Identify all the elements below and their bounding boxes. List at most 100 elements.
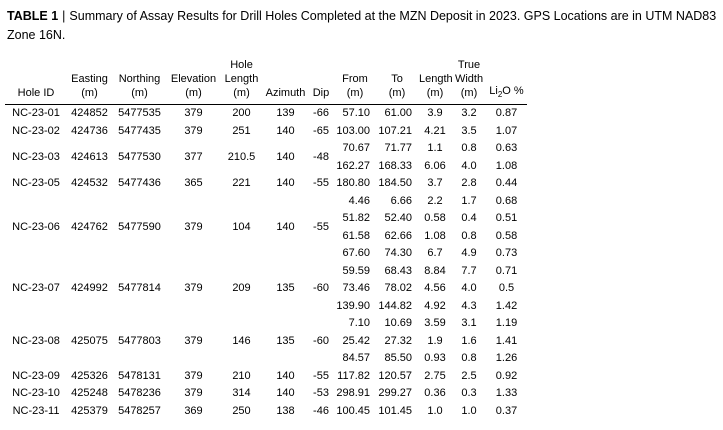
elevation-cell: 379 bbox=[184, 282, 203, 295]
northing-cell: 5478131 bbox=[118, 369, 161, 382]
li2o-cell: 1.41 bbox=[495, 334, 518, 347]
hole-length-cell: 104 bbox=[232, 221, 251, 234]
to-cell: 71.77 bbox=[384, 142, 412, 155]
elevation-cell: 365 bbox=[184, 177, 203, 190]
hole-id-cell: NC-23-08 bbox=[12, 334, 60, 347]
table-body: NC-23-01 424852 5477535 379 200 139 -66 57.10 61… bbox=[5, 105, 527, 421]
column-header-northing: Northing (m) bbox=[112, 57, 167, 106]
easting-cell: 425379 bbox=[71, 404, 108, 417]
li2o-cell: 1.08 bbox=[495, 159, 518, 172]
to-cell: 27.32 bbox=[384, 334, 412, 347]
column-header-li2o: Li2O % bbox=[486, 57, 527, 106]
table-row: NC-23-08 425075 5477803 379 146 135 -60 7.10 10.… bbox=[5, 315, 527, 347]
hole-length-cell: 210 bbox=[232, 369, 251, 382]
true-width-cell: 3.1 bbox=[461, 317, 477, 330]
true-width-cell: 2.8 bbox=[461, 177, 477, 190]
subscript-2: 2 bbox=[497, 90, 503, 99]
from-cell: 84.57 bbox=[342, 352, 370, 365]
to-cell: 168.33 bbox=[378, 159, 412, 172]
easting-cell: 425075 bbox=[71, 334, 108, 347]
li2o-cell: 0.37 bbox=[495, 404, 518, 417]
li2o-cell: 1.33 bbox=[495, 387, 518, 400]
length-cell: 1.9 bbox=[427, 334, 443, 347]
from-cell: 73.46 bbox=[342, 282, 370, 295]
length-cell: 4.56 bbox=[424, 282, 446, 295]
hole-length-cell: 146 bbox=[232, 334, 251, 347]
elevation-cell: 379 bbox=[184, 124, 203, 137]
to-cell: 6.66 bbox=[390, 194, 412, 207]
column-header-easting: Easting (m) bbox=[67, 57, 112, 106]
northing-cell: 5477535 bbox=[118, 107, 161, 120]
li2o-cell: 1.42 bbox=[495, 299, 518, 312]
true-width-cell: 4.0 bbox=[461, 282, 477, 295]
northing-cell: 5477814 bbox=[118, 282, 161, 295]
length-cell: 1.08 bbox=[424, 229, 446, 242]
to-cell: 62.66 bbox=[384, 229, 412, 242]
hole-length-cell: 251 bbox=[232, 124, 251, 137]
column-header-true-width: True Width (m) bbox=[452, 57, 486, 106]
hole-length-cell: 221 bbox=[232, 177, 251, 190]
hole-id-cell: NC-23-01 bbox=[12, 107, 60, 120]
true-width-cell: 4.9 bbox=[461, 247, 477, 260]
table-row: NC-23-06 424762 5477590 379 104 140 -55 4.46 6.6… bbox=[5, 193, 527, 233]
azimuth-cell: 135 bbox=[276, 282, 295, 295]
northing-cell: 5478257 bbox=[118, 404, 161, 417]
table-row: 162.27 168.33 6.06 4.0 1.08 bbox=[5, 158, 527, 176]
northing-cell: 5478236 bbox=[118, 387, 161, 400]
length-cell: 6.7 bbox=[427, 247, 443, 260]
elevation-cell: 379 bbox=[184, 369, 203, 382]
dip-cell: -55 bbox=[313, 221, 329, 234]
to-cell: 78.02 bbox=[384, 282, 412, 295]
li2o-cell: 1.19 bbox=[495, 317, 518, 330]
table-row: 73.46 78.02 4.56 4.0 0.5 bbox=[5, 280, 527, 298]
easting-cell: 425248 bbox=[71, 387, 108, 400]
li2o-cell: 0.5 bbox=[498, 282, 515, 295]
northing-cell: 5477436 bbox=[118, 177, 161, 190]
elevation-cell: 379 bbox=[184, 221, 203, 234]
column-header-length: Length (m) bbox=[418, 57, 453, 106]
li2o-cell: 0.63 bbox=[495, 142, 518, 155]
azimuth-cell: 140 bbox=[276, 124, 295, 137]
azimuth-cell: 140 bbox=[276, 177, 295, 190]
easting-cell: 425326 bbox=[71, 369, 108, 382]
easting-cell: 424762 bbox=[71, 221, 108, 234]
elevation-cell: 369 bbox=[184, 404, 203, 417]
table-row: 84.57 85.50 0.93 0.8 1.26 bbox=[5, 350, 527, 368]
table-row: NC-23-01 424852 5477535 379 200 139 -66 57.10 61… bbox=[5, 105, 527, 123]
dip-cell: -66 bbox=[313, 107, 329, 120]
to-cell: 299.27 bbox=[378, 387, 412, 400]
true-width-cell: 0.8 bbox=[461, 142, 477, 155]
hole-id-cell: NC-23-10 bbox=[12, 387, 60, 400]
hole-id-cell: NC-23-03 bbox=[12, 151, 60, 164]
northing-cell: 5477530 bbox=[118, 151, 161, 164]
table-row: 61.58 62.66 1.08 0.8 0.58 bbox=[5, 228, 527, 246]
azimuth-cell: 140 bbox=[276, 151, 295, 164]
table-row: 25.42 27.32 1.9 1.6 1.41 bbox=[5, 333, 527, 351]
true-width-cell: 3.5 bbox=[461, 124, 477, 137]
true-width-cell: 0.8 bbox=[461, 352, 477, 365]
li2o-cell: 0.58 bbox=[495, 229, 518, 242]
hole-id-cell: NC-23-06 bbox=[12, 221, 60, 234]
to-cell: 107.21 bbox=[378, 124, 412, 137]
true-width-cell: 0.3 bbox=[461, 387, 477, 400]
hole-length-cell: 209 bbox=[232, 282, 251, 295]
length-cell: 2.75 bbox=[424, 369, 446, 382]
to-cell: 144.82 bbox=[378, 299, 412, 312]
table-row: NC-23-11 425379 5478257 369 250 138 -46 100.45 1… bbox=[5, 403, 527, 421]
hole-id-cell: NC-23-11 bbox=[12, 404, 60, 417]
true-width-cell: 2.5 bbox=[461, 369, 477, 382]
true-width-cell: 4.0 bbox=[461, 159, 477, 172]
length-cell: 8.84 bbox=[424, 264, 446, 277]
true-width-cell: 1.6 bbox=[461, 334, 477, 347]
to-cell: 68.43 bbox=[384, 264, 412, 277]
li2o-cell: 0.92 bbox=[495, 369, 518, 382]
length-cell: 3.9 bbox=[427, 107, 443, 120]
dip-cell: -65 bbox=[313, 124, 329, 137]
from-cell: 67.60 bbox=[342, 247, 370, 260]
from-cell: 25.42 bbox=[342, 334, 370, 347]
from-cell: 180.80 bbox=[336, 177, 370, 190]
easting-cell: 424532 bbox=[71, 177, 108, 190]
true-width-cell: 1.7 bbox=[461, 194, 477, 207]
easting-cell: 424852 bbox=[71, 107, 108, 120]
column-header-azimuth: Azimuth bbox=[263, 57, 308, 106]
